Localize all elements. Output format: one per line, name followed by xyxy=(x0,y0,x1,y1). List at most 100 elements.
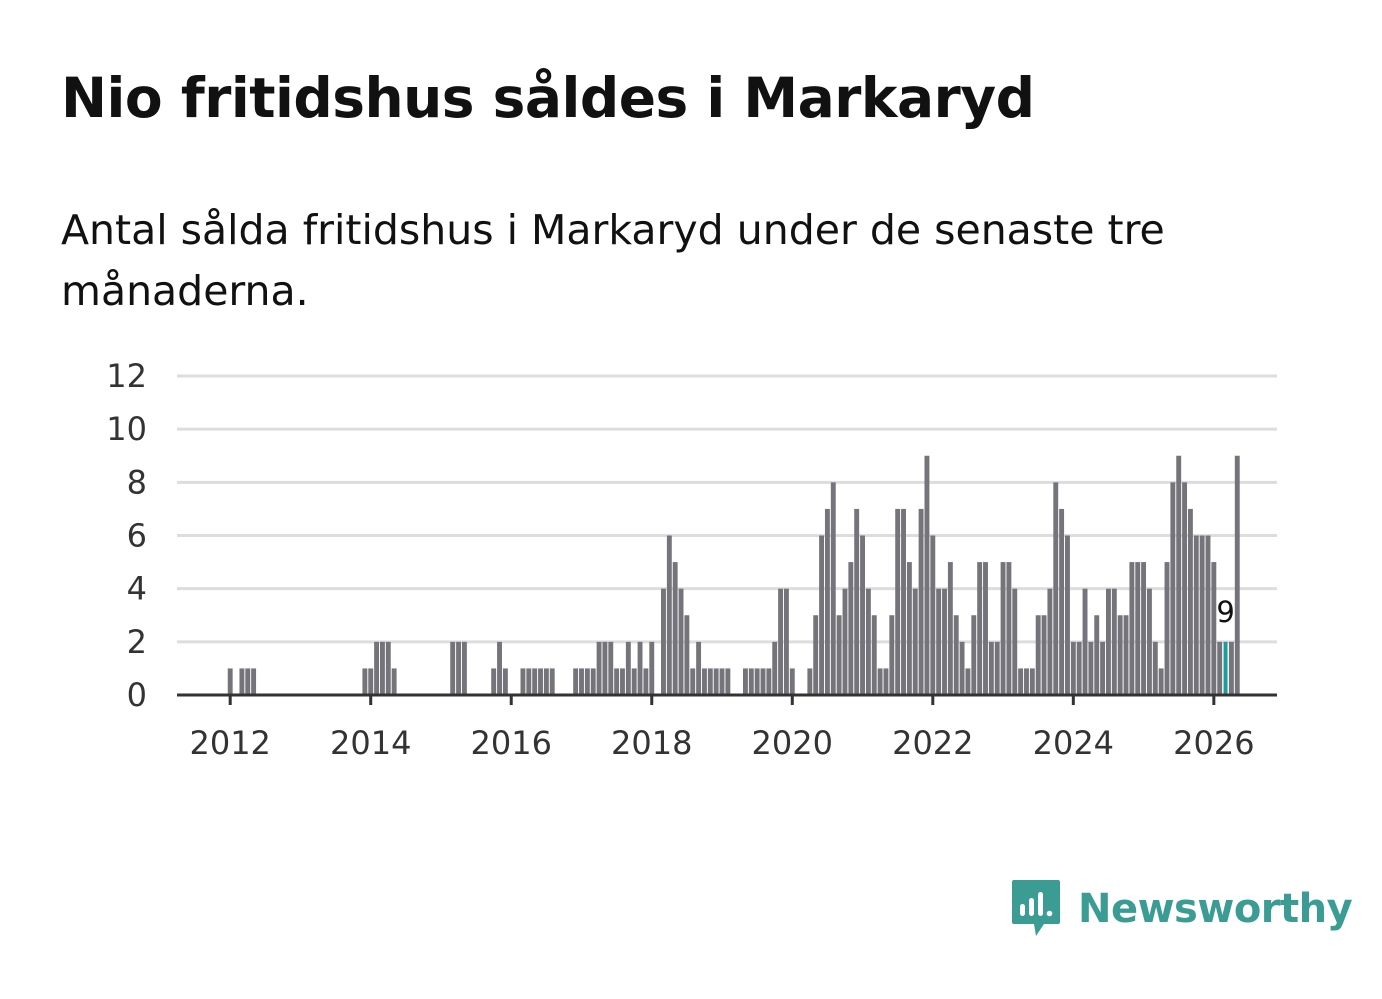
bar xyxy=(807,668,813,695)
bar xyxy=(936,588,942,695)
highlight-value-label: 9 xyxy=(1216,595,1234,629)
y-tick-label: 8 xyxy=(127,463,147,501)
bar xyxy=(614,668,620,695)
bar xyxy=(596,641,602,695)
bar xyxy=(251,668,257,695)
bar xyxy=(719,668,725,695)
x-tick-label: 2024 xyxy=(1033,724,1114,762)
bar xyxy=(1000,562,1006,695)
data-labels: 9 xyxy=(1216,595,1234,629)
bar xyxy=(368,668,374,695)
bar xyxy=(1088,641,1094,695)
bar xyxy=(602,641,608,695)
bar xyxy=(772,641,778,695)
bar xyxy=(1141,562,1147,695)
bar xyxy=(883,668,889,695)
bar xyxy=(620,668,625,695)
bar xyxy=(789,668,795,695)
bar xyxy=(1024,668,1029,695)
bar xyxy=(901,508,906,695)
bar xyxy=(239,668,245,695)
x-tick-label: 2016 xyxy=(471,724,552,762)
bar xyxy=(1082,588,1088,695)
bar xyxy=(930,535,936,695)
bar xyxy=(1100,641,1106,695)
bar xyxy=(1205,535,1211,695)
bar xyxy=(760,668,766,695)
bar xyxy=(1129,562,1135,695)
y-tick-label: 0 xyxy=(127,676,147,714)
bar xyxy=(848,562,854,695)
bar xyxy=(1228,641,1234,695)
bar xyxy=(379,641,385,695)
bar xyxy=(977,562,983,695)
bar xyxy=(374,641,380,695)
bar xyxy=(906,562,912,695)
bar xyxy=(450,641,456,695)
bar xyxy=(988,641,994,695)
bar xyxy=(538,668,543,695)
bar xyxy=(573,668,579,695)
brand-name: Newsworthy xyxy=(1078,886,1353,932)
bar xyxy=(672,562,678,695)
y-tick-label: 12 xyxy=(106,357,147,395)
bar xyxy=(1047,588,1053,695)
bar xyxy=(1211,562,1217,695)
y-tick-label: 4 xyxy=(127,570,147,608)
x-tick-label: 2026 xyxy=(1173,724,1254,762)
bar xyxy=(854,508,860,695)
bar xyxy=(1111,588,1117,695)
bar xyxy=(1164,562,1170,695)
bar xyxy=(1029,668,1035,695)
bar xyxy=(497,641,502,695)
bar xyxy=(631,668,637,695)
bar xyxy=(1106,588,1111,695)
bar xyxy=(748,668,754,695)
bar xyxy=(1006,562,1012,695)
bar xyxy=(1158,668,1164,695)
bar xyxy=(526,668,532,695)
x-tick-label: 2012 xyxy=(189,724,270,762)
bar xyxy=(678,588,684,695)
bar xyxy=(1053,482,1059,695)
bar xyxy=(1135,562,1141,695)
bar xyxy=(661,588,666,695)
bar xyxy=(1182,482,1188,695)
bar xyxy=(742,668,748,695)
bar xyxy=(1012,588,1018,695)
bar xyxy=(461,641,467,695)
bar xyxy=(684,615,690,695)
bar xyxy=(778,588,784,695)
bar xyxy=(227,668,233,695)
bar xyxy=(1070,641,1076,695)
bar xyxy=(895,508,901,695)
bar xyxy=(754,668,760,695)
bar xyxy=(491,668,497,695)
bar xyxy=(532,668,538,695)
bar xyxy=(649,641,655,695)
x-tick-label: 2022 xyxy=(892,724,973,762)
bar xyxy=(1117,615,1123,695)
bar xyxy=(1199,535,1205,695)
bar xyxy=(924,455,930,695)
bar xyxy=(456,641,461,695)
bar xyxy=(947,562,953,695)
bar xyxy=(584,668,590,695)
bar xyxy=(245,668,251,695)
newsworthy-logo: Newsworthy xyxy=(1010,878,1353,940)
bar xyxy=(865,588,871,695)
chart-title: Nio fritidshus såldes i Markaryd xyxy=(61,66,1035,130)
bar xyxy=(1176,455,1182,695)
bar xyxy=(813,615,819,695)
x-tick-label: 2020 xyxy=(752,724,833,762)
bar xyxy=(836,615,842,695)
bar xyxy=(666,535,672,695)
y-tick-label: 6 xyxy=(127,517,147,555)
bar xyxy=(1059,508,1065,695)
bar xyxy=(696,641,702,695)
y-tick-label: 10 xyxy=(106,410,147,448)
bar xyxy=(1035,615,1041,695)
gridlines: 0 2 4 6 8 10 12 xyxy=(106,357,1277,714)
bar xyxy=(842,588,848,695)
